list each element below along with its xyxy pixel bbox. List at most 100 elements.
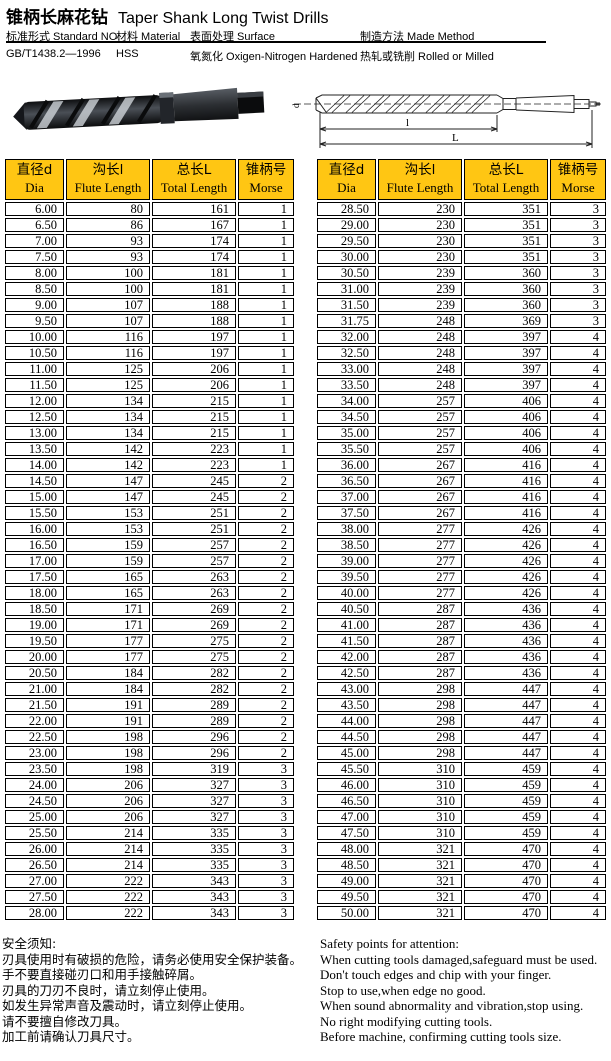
safety-notes-en: Safety points for attention: When cutting… (320, 936, 610, 1045)
table-row: 9.00 107 188 1 (5, 298, 294, 312)
table-cell: 27.00 (5, 874, 64, 888)
table-row: 39.00 277 426 4 (317, 554, 606, 568)
table-cell: 447 (464, 730, 548, 744)
table-row: 22.00 191 289 2 (5, 714, 294, 728)
table-cell: 4 (550, 842, 606, 856)
table-cell: 4 (550, 810, 606, 824)
table-cell: 177 (66, 634, 150, 648)
table-cell: 248 (378, 362, 462, 376)
table-cell: 6.00 (5, 202, 64, 216)
table-cell: 29.00 (317, 218, 376, 232)
table-cell: 1 (238, 362, 294, 376)
table-cell: 287 (378, 650, 462, 664)
table-cell: 4 (550, 538, 606, 552)
spec-value-method: 热轧或铣削 Rolled or Milled (360, 51, 494, 63)
table-cell: 335 (152, 858, 236, 872)
table-cell: 4 (550, 778, 606, 792)
table-cell: 181 (152, 266, 236, 280)
table-row: 25.50 214 335 3 (5, 826, 294, 840)
col-header-flute-zh: 沟长l (92, 162, 124, 178)
spec-label-method: 制造方法 Made Method (360, 31, 475, 43)
table-cell: 174 (152, 250, 236, 264)
table-cell: 222 (66, 874, 150, 888)
table-row: 22.50 198 296 2 (5, 730, 294, 744)
table-cell: 343 (152, 890, 236, 904)
safety-line: 刃具使用时有破损的危险，请务必使用安全保护装备。 (2, 951, 303, 967)
table-cell: 267 (378, 474, 462, 488)
spec-label-standard: 标准形式 Standard NO. (6, 31, 121, 43)
table-cell: 17.50 (5, 570, 64, 584)
table-cell: 222 (66, 890, 150, 904)
table-row: 35.50 257 406 4 (317, 442, 606, 456)
table-row: 13.50 142 223 1 (5, 442, 294, 456)
table-cell: 4 (550, 490, 606, 504)
table-cell: 49.50 (317, 890, 376, 904)
table-cell: 4 (550, 906, 606, 920)
col-header-morse: 锥柄号 Morse (238, 159, 294, 200)
table-row: 44.50 298 447 4 (317, 730, 606, 744)
col-header-total-en: Total Length (160, 180, 228, 195)
table-cell: 277 (378, 538, 462, 552)
table-cell: 447 (464, 746, 548, 760)
table-cell: 4 (550, 474, 606, 488)
table-cell: 436 (464, 618, 548, 632)
table-cell: 287 (378, 602, 462, 616)
table-cell: 214 (66, 842, 150, 856)
col-header-morse-en: Morse (249, 180, 283, 195)
table-cell: 321 (378, 858, 462, 872)
table-cell: 42.00 (317, 650, 376, 664)
table-cell: 3 (550, 298, 606, 312)
table-cell: 4 (550, 522, 606, 536)
table-cell: 2 (238, 538, 294, 552)
table-cell: 28.50 (317, 202, 376, 216)
table-cell: 188 (152, 314, 236, 328)
table-cell: 48.50 (317, 858, 376, 872)
table-row: 25.00 206 327 3 (5, 810, 294, 824)
table-cell: 436 (464, 666, 548, 680)
table-cell: 426 (464, 554, 548, 568)
table-cell: 214 (66, 826, 150, 840)
col-header-flute-en: Flute Length (74, 180, 142, 195)
table-cell: 4 (550, 394, 606, 408)
table-row: 21.00 184 282 2 (5, 682, 294, 696)
table-cell: 257 (378, 410, 462, 424)
table-cell: 3 (238, 906, 294, 920)
table-cell: 4 (550, 858, 606, 872)
table-cell: 3 (550, 234, 606, 248)
table-cell: 80 (66, 202, 150, 216)
table-cell: 36.00 (317, 458, 376, 472)
table-cell: 32.00 (317, 330, 376, 344)
table-row: 42.00 287 436 4 (317, 650, 606, 664)
table-cell: 19.00 (5, 618, 64, 632)
table-cell: 18.50 (5, 602, 64, 616)
table-cell: 7.50 (5, 250, 64, 264)
table-cell: 38.00 (317, 522, 376, 536)
safety-line: When sound abnormality and vibration,sto… (320, 998, 584, 1013)
table-cell: 188 (152, 298, 236, 312)
table-cell: 4 (550, 698, 606, 712)
table-cell: 3 (550, 282, 606, 296)
table-cell: 36.50 (317, 474, 376, 488)
table-cell: 7.00 (5, 234, 64, 248)
table-cell: 321 (378, 906, 462, 920)
table-cell: 287 (378, 634, 462, 648)
table-cell: 277 (378, 522, 462, 536)
table-cell: 8.00 (5, 266, 64, 280)
table-cell: 161 (152, 202, 236, 216)
safety-line: 安全须知: (2, 936, 57, 951)
spec-header: 标准形式 Standard NO. 材料 Material 表面处理 Surfa… (0, 27, 611, 63)
table-cell: 134 (66, 426, 150, 440)
table-row: 29.00 230 351 3 (317, 218, 606, 232)
table-row: 20.50 184 282 2 (5, 666, 294, 680)
table-cell: 1 (238, 458, 294, 472)
table-cell: 4 (550, 874, 606, 888)
table-cell: 351 (464, 218, 548, 232)
table-cell: 298 (378, 714, 462, 728)
table-row: 26.00 214 335 3 (5, 842, 294, 856)
table-cell: 43.00 (317, 682, 376, 696)
table-cell: 198 (66, 762, 150, 776)
table-cell: 2 (238, 650, 294, 664)
table-cell: 22.00 (5, 714, 64, 728)
table-cell: 470 (464, 874, 548, 888)
table-cell: 1 (238, 394, 294, 408)
